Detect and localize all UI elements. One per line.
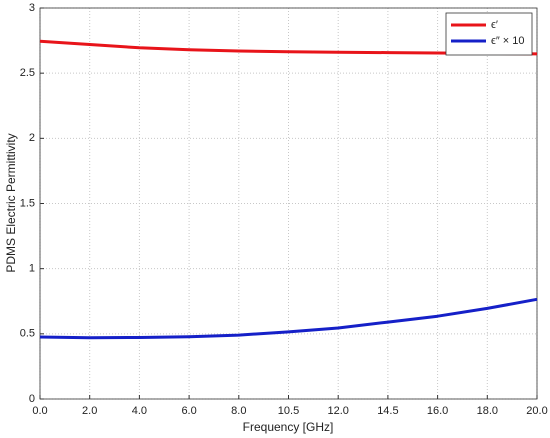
y-tick-label: 3 [29, 2, 35, 14]
x-tick-label: 0.0 [32, 405, 47, 417]
y-tick-label: 2 [29, 132, 35, 144]
x-tick-label: 20.0 [526, 405, 547, 417]
x-tick-label: 2.0 [82, 405, 97, 417]
x-tick-label: 18.0 [477, 405, 498, 417]
legend-box [445, 12, 533, 56]
plot-frame [39, 7, 538, 400]
y-tick-label: 1.5 [20, 197, 35, 209]
x-tick-label: 4.0 [132, 405, 147, 417]
data-line [39, 297, 538, 340]
legend-label: ϵ″ × 10 [491, 35, 525, 47]
legend-label: ϵ′ [491, 19, 498, 31]
y-tick-label: 2.5 [20, 67, 35, 79]
y-tick-label: 1 [29, 263, 35, 275]
y-tick-label: 0 [29, 393, 35, 405]
x-tick-label: 8.0 [231, 405, 246, 417]
y-axis-label: PDMS Electric Permittivity [4, 133, 18, 272]
y-tick-label: 0.5 [20, 328, 35, 340]
x-tick-label: 14.5 [377, 405, 398, 417]
x-tick-label: 12.0 [327, 405, 348, 417]
x-tick-label: 10.5 [278, 405, 299, 417]
x-tick-label: 6.0 [181, 405, 196, 417]
x-axis-label: Frequency [GHz] [243, 420, 334, 434]
x-tick-label: 16.0 [427, 405, 448, 417]
